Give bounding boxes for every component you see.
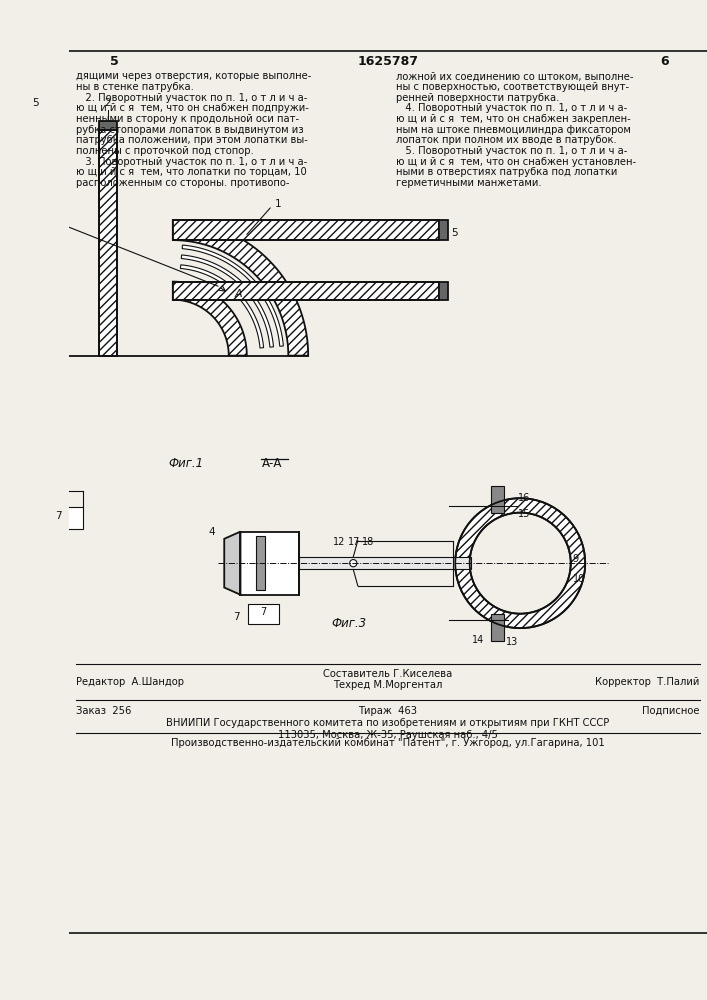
Text: Тираж  463: Тираж 463 bbox=[358, 706, 417, 716]
Text: 1625787: 1625787 bbox=[357, 55, 418, 68]
Text: 5: 5 bbox=[452, 228, 458, 238]
Text: лопаток при полном их вводе в патрубок.: лопаток при полном их вводе в патрубок. bbox=[396, 135, 617, 145]
Text: Редактор  А.Шандор: Редактор А.Шандор bbox=[76, 677, 185, 687]
Text: Составитель Г.Киселева: Составитель Г.Киселева bbox=[323, 669, 452, 679]
Text: 7: 7 bbox=[260, 607, 266, 617]
Text: 16: 16 bbox=[518, 493, 530, 503]
Text: Техред М.Моргентал: Техред М.Моргентал bbox=[333, 680, 443, 690]
Text: 5: 5 bbox=[33, 98, 39, 108]
Text: ю щ и й с я  тем, что он снабжен установлен-: ю щ и й с я тем, что он снабжен установл… bbox=[396, 157, 636, 167]
Text: А: А bbox=[234, 289, 242, 299]
Text: расположенным со стороны. противопо-: расположенным со стороны. противопо- bbox=[76, 178, 290, 188]
Polygon shape bbox=[173, 220, 439, 240]
Text: 1: 1 bbox=[275, 199, 281, 209]
Polygon shape bbox=[491, 614, 504, 641]
Text: ным на штоке пневмоцилиндра фиксатором: ным на штоке пневмоцилиндра фиксатором bbox=[396, 125, 631, 135]
Text: 4. Поворотный участок по п. 1, о т л и ч а-: 4. Поворотный участок по п. 1, о т л и ч… bbox=[396, 103, 627, 113]
Text: ю щ и й с я  тем, что он снабжен закреплен-: ю щ и й с я тем, что он снабжен закрепле… bbox=[396, 114, 631, 124]
Text: ложной их соединению со штоком, выполне-: ложной их соединению со штоком, выполне- bbox=[396, 71, 633, 81]
Text: Заказ  256: Заказ 256 bbox=[76, 706, 132, 716]
Polygon shape bbox=[439, 282, 448, 300]
Text: 5. Поворотный участок по п. 1, о т л и ч а-: 5. Поворотный участок по п. 1, о т л и ч… bbox=[396, 146, 627, 156]
Polygon shape bbox=[173, 282, 247, 356]
Polygon shape bbox=[181, 255, 274, 347]
Polygon shape bbox=[173, 220, 308, 356]
Text: герметичными манжетами.: герметичными манжетами. bbox=[396, 178, 542, 188]
Text: 13: 13 bbox=[506, 637, 518, 647]
Circle shape bbox=[350, 560, 357, 567]
Text: ны с поверхностью, соответствующей внут-: ны с поверхностью, соответствующей внут- bbox=[396, 82, 629, 92]
Text: 5: 5 bbox=[110, 55, 119, 68]
Text: ными в отверстиях патрубка под лопатки: ными в отверстиях патрубка под лопатки bbox=[396, 167, 617, 177]
Text: 14: 14 bbox=[472, 635, 484, 645]
Text: 4: 4 bbox=[208, 527, 215, 537]
Text: рубка стопорами лопаток в выдвинутом из: рубка стопорами лопаток в выдвинутом из bbox=[76, 125, 304, 135]
Polygon shape bbox=[256, 536, 265, 590]
Polygon shape bbox=[491, 486, 504, 513]
Text: дящими через отверстия, которые выполне-: дящими через отверстия, которые выполне- bbox=[76, 71, 312, 81]
Text: ю щ и й с я  тем, что лопатки по торцам, 10: ю щ и й с я тем, что лопатки по торцам, … bbox=[76, 167, 307, 177]
Text: Производственно-издательский комбинат "Патент", г. Ужгород, ул.Гагарина, 101: Производственно-издательский комбинат "П… bbox=[170, 738, 604, 748]
Polygon shape bbox=[34, 507, 83, 529]
Text: 18: 18 bbox=[362, 537, 375, 547]
Text: 12: 12 bbox=[334, 537, 346, 547]
Text: 9: 9 bbox=[573, 554, 578, 564]
Text: ВНИИПИ Государственного комитета по изобретениям и открытиям при ГКНТ СССР: ВНИИПИ Государственного комитета по изоб… bbox=[166, 718, 609, 728]
Text: ю щ и й с я  тем, что он снабжен подпружи-: ю щ и й с я тем, что он снабжен подпружи… bbox=[76, 103, 309, 113]
Wedge shape bbox=[455, 498, 585, 628]
Text: ны в стенке патрубка.: ны в стенке патрубка. bbox=[76, 82, 194, 92]
Polygon shape bbox=[240, 532, 299, 595]
Text: патрубка положении, при этом лопатки вы-: патрубка положении, при этом лопатки вы- bbox=[76, 135, 308, 145]
Polygon shape bbox=[173, 282, 439, 300]
Text: 2. Поворотный участок по п. 1, о т л и ч а-: 2. Поворотный участок по п. 1, о т л и ч… bbox=[76, 93, 308, 103]
Text: 2: 2 bbox=[105, 98, 111, 108]
Text: ренней поверхности патрубка.: ренней поверхности патрубка. bbox=[396, 93, 559, 103]
Polygon shape bbox=[299, 557, 472, 569]
Text: 7: 7 bbox=[233, 612, 240, 622]
Polygon shape bbox=[439, 220, 448, 240]
Polygon shape bbox=[99, 130, 117, 356]
Text: полнены с проточкой под стопор.: полнены с проточкой под стопор. bbox=[76, 146, 254, 156]
Text: 7: 7 bbox=[55, 511, 62, 521]
Polygon shape bbox=[182, 245, 284, 346]
Polygon shape bbox=[224, 532, 240, 595]
Text: Корректор  Т.Палий: Корректор Т.Палий bbox=[595, 677, 700, 687]
Text: 17: 17 bbox=[348, 537, 361, 547]
Polygon shape bbox=[99, 121, 117, 130]
Text: ненными в сторону к продольной оси пат-: ненными в сторону к продольной оси пат- bbox=[76, 114, 299, 124]
Text: 3. Поворотный участок по п. 1, о т л и ч а-: 3. Поворотный участок по п. 1, о т л и ч… bbox=[76, 157, 308, 167]
Text: Фиг.3: Фиг.3 bbox=[331, 617, 366, 630]
Text: 10: 10 bbox=[573, 574, 585, 584]
Polygon shape bbox=[247, 604, 279, 624]
Text: Подписное: Подписное bbox=[642, 706, 700, 716]
Text: 6: 6 bbox=[660, 55, 669, 68]
Text: 15: 15 bbox=[518, 509, 530, 519]
Text: А-А: А-А bbox=[262, 457, 282, 470]
Text: Фиг.1: Фиг.1 bbox=[169, 457, 204, 470]
Polygon shape bbox=[180, 265, 264, 348]
Polygon shape bbox=[37, 130, 57, 356]
Text: 113035, Москва, Ж-35, Раушская наб., 4/5: 113035, Москва, Ж-35, Раушская наб., 4/5 bbox=[278, 730, 498, 740]
Polygon shape bbox=[37, 121, 57, 130]
